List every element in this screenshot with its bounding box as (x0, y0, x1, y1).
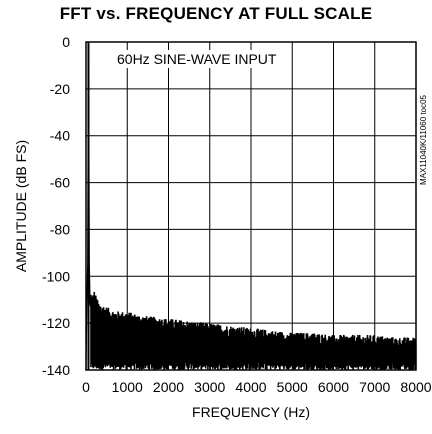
x-tick-label: 6000 (318, 379, 349, 395)
y-tick-label: -120 (42, 315, 70, 331)
x-tick-label: 7000 (359, 379, 390, 395)
y-tick-label: -80 (50, 221, 70, 237)
y-tick-label: -100 (42, 268, 70, 284)
y-tick-label: -20 (50, 81, 70, 97)
x-tick-label: 8000 (400, 379, 431, 395)
y-tick-label: -140 (42, 362, 70, 378)
noise-floor (87, 42, 417, 370)
y-tick-label: 0 (62, 34, 70, 50)
fft-trace-line (85, 41, 416, 371)
x-tick-label: 5000 (277, 379, 308, 395)
chart-title: FFT vs. FREQUENCY AT FULL SCALE (59, 4, 373, 23)
annotation-label: 60Hz SINE-WAVE INPUT (117, 51, 277, 67)
plot-frame (85, 41, 417, 371)
y-tick-labels: 0 -20 -40 -60 -80 -100 -120 -140 (42, 34, 70, 378)
x-axis-label: FREQUENCY (Hz) (192, 404, 310, 420)
x-tick-label: 2000 (153, 379, 184, 395)
x-tick-label: 1000 (112, 379, 143, 395)
x-tick-labels: 0 1000 2000 3000 4000 5000 6000 7000 8000 (82, 379, 432, 395)
y-tick-label: -40 (50, 128, 70, 144)
annotation-background (114, 50, 277, 68)
y-tick-label: -60 (50, 175, 70, 191)
figure-code-label: MAX11040K/11060 toc05 (419, 94, 428, 185)
x-tick-label: 3000 (194, 379, 225, 395)
x-tick-label: 0 (82, 379, 90, 395)
y-axis-label: AMPLITUDE (dB FS) (13, 140, 29, 272)
x-tick-label: 4000 (235, 379, 266, 395)
